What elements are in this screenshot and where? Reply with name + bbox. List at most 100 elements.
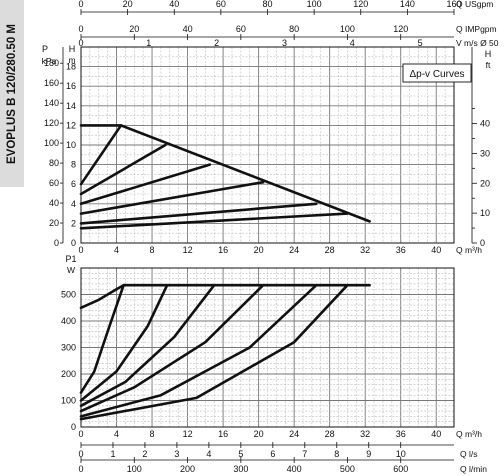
top-axis-tick-label: 20 xyxy=(129,24,139,34)
top-axis-tick-label: 140 xyxy=(400,0,415,9)
kpa-axis-title-unit: kPa xyxy=(42,56,57,66)
bottom-axis-title: Q l/s xyxy=(460,449,477,459)
m-axis-title-h: H xyxy=(69,44,76,54)
velocity-tick-label: 3 xyxy=(282,38,287,48)
bottom-axis-tick-label: 600 xyxy=(393,464,408,474)
bottom-axis-tick-label: 10 xyxy=(396,449,406,459)
m-tick-label: 10 xyxy=(66,140,76,150)
top-axis-tick-label: 60 xyxy=(236,24,246,34)
power-curve-3 xyxy=(79,283,169,402)
ft-tick-label: 10 xyxy=(480,208,490,218)
m-tick-label: 2 xyxy=(71,218,76,228)
model-title-banner: EVOPLUS B 120/280.50 M xyxy=(0,0,24,187)
kpa-tick-label: 40 xyxy=(49,198,59,208)
power-curve-4 xyxy=(79,283,216,408)
top-axis-tick-label: 120 xyxy=(353,0,368,9)
power-curve-2 xyxy=(79,283,125,394)
bottom-axis-tick-label: 500 xyxy=(340,464,355,474)
top-axis-tick-label: 160 xyxy=(446,0,461,9)
m-tick-label: 14 xyxy=(66,101,76,111)
velocity-axis-title: V m/s Ø 50 xyxy=(456,38,499,48)
x-tick-label: 16 xyxy=(218,429,228,439)
velocity-tick-label: 0 xyxy=(78,38,83,48)
x-axis-title: Q m³/h xyxy=(456,429,482,439)
w-tick-label: 100 xyxy=(61,396,76,406)
x-tick-label: 24 xyxy=(289,429,299,439)
x-axis-title: Q m³/h xyxy=(456,245,482,255)
x-tick-label: 20 xyxy=(254,245,264,255)
x-tick-label: 40 xyxy=(431,245,441,255)
m-tick-label: 6 xyxy=(71,179,76,189)
top-axis-tick-label: 80 xyxy=(262,0,272,9)
ft-tick-label: 40 xyxy=(480,119,490,129)
plot-frame xyxy=(80,46,455,244)
power-curve-5 xyxy=(79,283,265,413)
x-tick-label: 16 xyxy=(218,245,228,255)
top-axis-tick-label: 80 xyxy=(289,24,299,34)
w-tick-label: 500 xyxy=(61,290,76,300)
x-tick-label: 0 xyxy=(78,245,83,255)
bottom-axis-tick-label: 6 xyxy=(270,449,275,459)
w-axis-title-unit: W xyxy=(67,265,75,275)
velocity-tick-label: 2 xyxy=(214,38,219,48)
ft-tick-label: 30 xyxy=(480,148,490,158)
velocity-tick-label: 1 xyxy=(146,38,151,48)
dp-curve-4 xyxy=(79,163,212,206)
top-axis-tick-label: 100 xyxy=(307,0,322,9)
kpa-tick-label: 0 xyxy=(54,238,59,248)
w-axis-title-p1: P1 xyxy=(65,254,76,264)
top-axis-tick-label: 60 xyxy=(216,0,226,9)
power-curve-6 xyxy=(79,283,318,418)
bottom-axis-tick-label: 1 xyxy=(110,449,115,459)
top-axis-title: Q USgpm xyxy=(456,0,493,9)
x-tick-label: 4 xyxy=(114,429,119,439)
bottom-axis-title: Q l/min xyxy=(460,464,487,474)
velocity-tick-label: 5 xyxy=(418,38,423,48)
bottom-axis-tick-label: 8 xyxy=(334,449,339,459)
w-tick-label: 300 xyxy=(61,343,76,353)
plot-frame xyxy=(80,267,455,428)
ft-tick-label: 0 xyxy=(480,238,485,248)
kpa-tick-label: 100 xyxy=(44,138,59,148)
x-tick-label: 24 xyxy=(289,245,299,255)
bottom-axis-tick-label: 5 xyxy=(238,449,243,459)
dp-curve-7 xyxy=(79,212,349,230)
bottom-axis-tick-label: 300 xyxy=(233,464,248,474)
x-tick-label: 8 xyxy=(150,245,155,255)
x-tick-label: 12 xyxy=(183,245,193,255)
kpa-tick-label: 160 xyxy=(44,78,59,88)
top-axis-tick-label: 100 xyxy=(340,24,355,34)
x-tick-label: 28 xyxy=(325,245,335,255)
x-tick-label: 40 xyxy=(431,429,441,439)
ft-axis-title-unit: ft xyxy=(486,60,491,70)
top-axis-tick-label: 40 xyxy=(169,0,179,9)
top-axis-tick-label: 120 xyxy=(393,24,408,34)
x-tick-label: 4 xyxy=(114,245,119,255)
x-tick-label: 20 xyxy=(254,429,264,439)
legend-label: Δp-v Curves xyxy=(409,69,464,80)
x-tick-label: 0 xyxy=(78,429,83,439)
m-tick-label: 8 xyxy=(71,160,76,170)
x-tick-label: 12 xyxy=(183,429,193,439)
m-tick-label: 16 xyxy=(66,81,76,91)
top-axis-tick-label: 0 xyxy=(78,24,83,34)
dp-curve-2 xyxy=(79,124,371,223)
w-tick-label: 200 xyxy=(61,369,76,379)
bottom-axis-tick-label: 100 xyxy=(127,464,142,474)
bottom-axis-tick-label: 7 xyxy=(302,449,307,459)
m-tick-label: 4 xyxy=(71,199,76,209)
x-tick-label: 36 xyxy=(396,429,406,439)
top-axis-tick-label: 40 xyxy=(183,24,193,34)
w-tick-label: 0 xyxy=(71,422,76,432)
m-tick-label: 0 xyxy=(71,238,76,248)
ft-tick-label: 20 xyxy=(480,178,490,188)
dp-curve-3 xyxy=(79,143,167,196)
top-axis-tick-label: 20 xyxy=(123,0,133,9)
ft-axis-title-h: H xyxy=(485,49,492,59)
x-tick-label: 36 xyxy=(396,245,406,255)
kpa-tick-label: 60 xyxy=(49,178,59,188)
bottom-axis-tick-label: 3 xyxy=(174,449,179,459)
top-axis-tick-label: 0 xyxy=(78,0,83,9)
bottom-axis-tick-label: 2 xyxy=(142,449,147,459)
